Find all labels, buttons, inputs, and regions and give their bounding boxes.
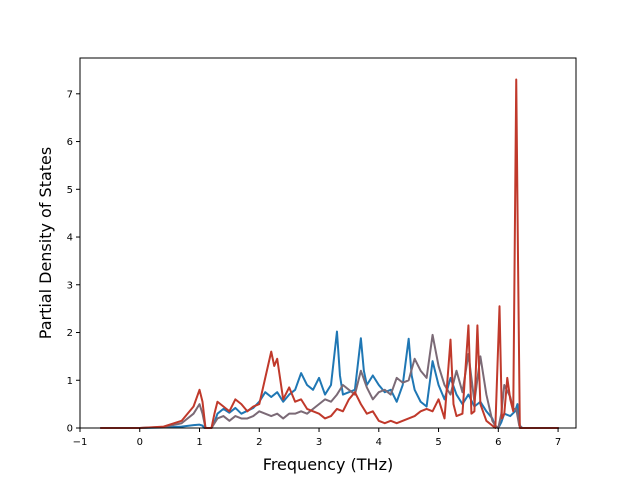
x-tick-label: 4 bbox=[376, 437, 382, 448]
y-tick-label: 5 bbox=[67, 185, 73, 196]
x-tick-label: 5 bbox=[435, 437, 441, 448]
y-tick-label: 7 bbox=[67, 89, 73, 100]
y-tick-label: 2 bbox=[67, 328, 73, 339]
x-axis-label: Frequency (THz) bbox=[263, 455, 393, 474]
x-axis-ticks: −1 0 1 2 3 4 5 6 7 bbox=[73, 428, 561, 448]
series-line-3 bbox=[99, 78, 560, 429]
y-axis-ticks: 0 1 2 3 4 5 6 7 bbox=[67, 89, 80, 435]
x-tick-label: 0 bbox=[137, 437, 143, 448]
x-tick-label: 6 bbox=[495, 437, 501, 448]
x-tick-label: 7 bbox=[555, 437, 561, 448]
series-line-2 bbox=[99, 333, 560, 429]
x-tick-label: 1 bbox=[196, 437, 202, 448]
y-tick-label: 4 bbox=[67, 233, 73, 244]
x-tick-label: 2 bbox=[256, 437, 262, 448]
y-tick-label: 3 bbox=[67, 280, 73, 291]
x-tick-label: −1 bbox=[73, 437, 88, 448]
x-tick-label: 3 bbox=[316, 437, 322, 448]
y-tick-label: 0 bbox=[67, 424, 73, 435]
y-axis-label: Partial Density of States bbox=[36, 147, 55, 339]
plot-frame bbox=[79, 57, 577, 429]
y-tick-label: 6 bbox=[67, 137, 73, 148]
series-line-1 bbox=[99, 330, 560, 429]
series-layer bbox=[99, 78, 560, 429]
y-tick-label: 1 bbox=[67, 376, 73, 387]
